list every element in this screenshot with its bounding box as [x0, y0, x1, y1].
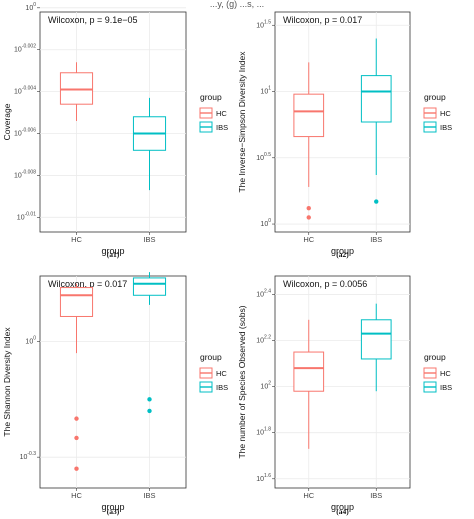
legend-item-label: IBS: [440, 383, 452, 392]
outlier-point: [306, 205, 311, 211]
x-axis-title: group: [101, 502, 124, 512]
outlier-point: [74, 435, 79, 441]
outlier-point: [74, 416, 79, 421]
y-tick-label: 100: [260, 218, 271, 228]
x-axis-title: group: [331, 502, 354, 512]
legend: group HC IBS: [423, 352, 452, 393]
box-body: [132, 277, 167, 296]
x-axis-title: group: [331, 246, 354, 256]
outlier-point: [147, 408, 152, 414]
header-text: ...y, (g) ...s, ...: [210, 0, 264, 9]
panel-caption: (a3): [107, 507, 120, 516]
box-IBS: [132, 97, 167, 191]
box-HC: [59, 283, 94, 471]
box-body: [360, 75, 392, 123]
outlier-point: [306, 215, 311, 220]
x-tick-label: IBS: [143, 491, 155, 500]
y-tick-label: 100.5: [256, 152, 271, 162]
y-tick-label: 100: [25, 2, 36, 12]
y-axis-title: The Inverse−Simpson Diversity Index: [237, 51, 247, 193]
stat-label: Wilcoxon, p = 0.017: [283, 15, 362, 25]
y-tick-label: 101.6: [256, 473, 271, 483]
y-tick-label: 10-0.006: [14, 128, 36, 138]
legend-title: group: [200, 92, 222, 102]
legend-item-label: IBS: [216, 123, 228, 132]
panel-caption: (a1): [107, 250, 120, 259]
y-tick-label: 10-0.004: [14, 86, 36, 96]
y-tick-label: 10-0.3: [20, 451, 37, 461]
box-body: [293, 351, 325, 392]
legend-item-label: HC: [216, 369, 227, 378]
y-axis-title: The number of Species Observed (sobs): [237, 305, 247, 458]
x-tick-label: IBS: [370, 491, 382, 500]
x-axis-title: group: [101, 246, 124, 256]
legend-item-label: HC: [216, 109, 227, 118]
legend: group HC IBS: [423, 92, 452, 133]
panel-caption: (a2): [336, 250, 349, 259]
panel-3: 100 10-0.3 HC IBS group The Shannon Diversity…: [2, 272, 228, 516]
box-IBS: [360, 38, 392, 204]
legend-title: group: [200, 352, 222, 362]
y-axis-title: The Shannon Diversity Index: [2, 327, 12, 437]
y-axis-title: Coverage: [2, 103, 12, 140]
box-body: [59, 72, 94, 105]
outlier-point: [374, 199, 379, 204]
legend-item-label: HC: [440, 109, 451, 118]
box-body: [293, 93, 325, 138]
y-tick-label: 10-0.01: [17, 212, 36, 222]
legend-title: group: [424, 92, 446, 102]
x-tick-label: HC: [71, 491, 82, 500]
box-body: [360, 319, 392, 360]
legend-title: group: [424, 352, 446, 362]
panel-caption: (a4): [336, 507, 349, 516]
outlier-point: [74, 466, 79, 471]
y-tick-label: 102.4: [256, 289, 271, 299]
legend: group HC IBS: [199, 352, 228, 393]
stat-label: Wilcoxon, p = 0.0056: [283, 279, 367, 289]
box-HC: [293, 319, 325, 449]
x-tick-label: HC: [303, 491, 314, 500]
y-tick-label: 10-0.008: [14, 170, 36, 180]
y-tick-label: 102: [260, 381, 271, 391]
y-tick-label: 10-0.002: [14, 44, 36, 54]
box-IBS: [132, 272, 167, 414]
legend-item-label: IBS: [440, 123, 452, 132]
legend-item-label: HC: [440, 369, 451, 378]
box-HC: [293, 62, 325, 220]
x-tick-label: IBS: [143, 235, 155, 244]
stat-label: Wilcoxon, p = 0.017: [48, 279, 127, 289]
x-tick-label: HC: [71, 235, 82, 244]
panel-2: 100 100.5 101 101.5 HC IBS group The Inverse−Si…: [237, 11, 452, 259]
legend-item-label: IBS: [216, 383, 228, 392]
panel-4: 101.6 101.8 102 102.2 102.4 HC IBS group The num…: [237, 275, 452, 516]
stat-label: Wilcoxon, p = 9.1e−05: [48, 15, 138, 25]
legend: group HC IBS: [199, 92, 228, 133]
outlier-point: [147, 397, 152, 402]
y-tick-label: 100: [25, 336, 36, 346]
panel-1: 100 10-0.002 10-0.004 10-0.006 10-0.008 10-0.…: [2, 2, 228, 259]
box-HC: [59, 62, 94, 121]
box-IBS: [360, 303, 392, 392]
y-tick-label: 101: [260, 86, 271, 96]
y-tick-label: 102.2: [256, 335, 271, 345]
x-tick-label: HC: [303, 235, 314, 244]
x-tick-label: IBS: [370, 235, 382, 244]
box-body: [59, 287, 94, 317]
y-tick-label: 101.8: [256, 427, 271, 437]
y-tick-label: 101.5: [256, 20, 271, 30]
